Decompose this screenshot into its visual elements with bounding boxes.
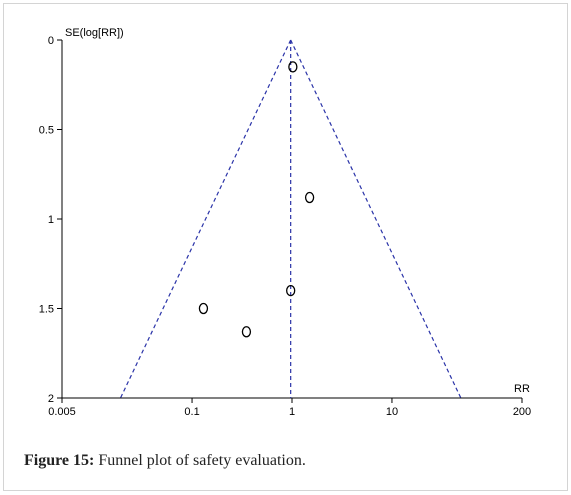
y-tick-label: 2 bbox=[48, 393, 54, 405]
study-point bbox=[286, 284, 296, 297]
study-point bbox=[241, 326, 252, 338]
caption-label: Figure 15: bbox=[24, 452, 95, 469]
x-axis-title: RR bbox=[514, 383, 530, 395]
y-tick-label: 0 bbox=[48, 35, 54, 47]
x-tick-label: 0.005 bbox=[48, 406, 76, 418]
x-tick-label: 10 bbox=[386, 406, 398, 418]
figure-frame bbox=[3, 3, 568, 491]
study-point bbox=[198, 302, 209, 315]
study-point bbox=[288, 61, 298, 73]
funnel-left-limit bbox=[119, 39, 292, 399]
study-point bbox=[304, 191, 315, 204]
y-tick-label: 1 bbox=[48, 214, 54, 226]
y-tick-label: 1.5 bbox=[39, 304, 54, 316]
figure-caption: Figure 15: Funnel plot of safety evaluat… bbox=[24, 452, 306, 470]
x-tick-label: 0.1 bbox=[184, 406, 199, 418]
y-tick-label: 0.5 bbox=[39, 125, 54, 137]
caption-text: Funnel plot of safety evaluation. bbox=[98, 452, 306, 469]
x-tick-label: 200 bbox=[513, 406, 531, 418]
y-axis-title: SE(log[RR]) bbox=[65, 27, 124, 39]
funnel-right-limit bbox=[290, 39, 462, 399]
x-tick-label: 1 bbox=[289, 406, 295, 418]
